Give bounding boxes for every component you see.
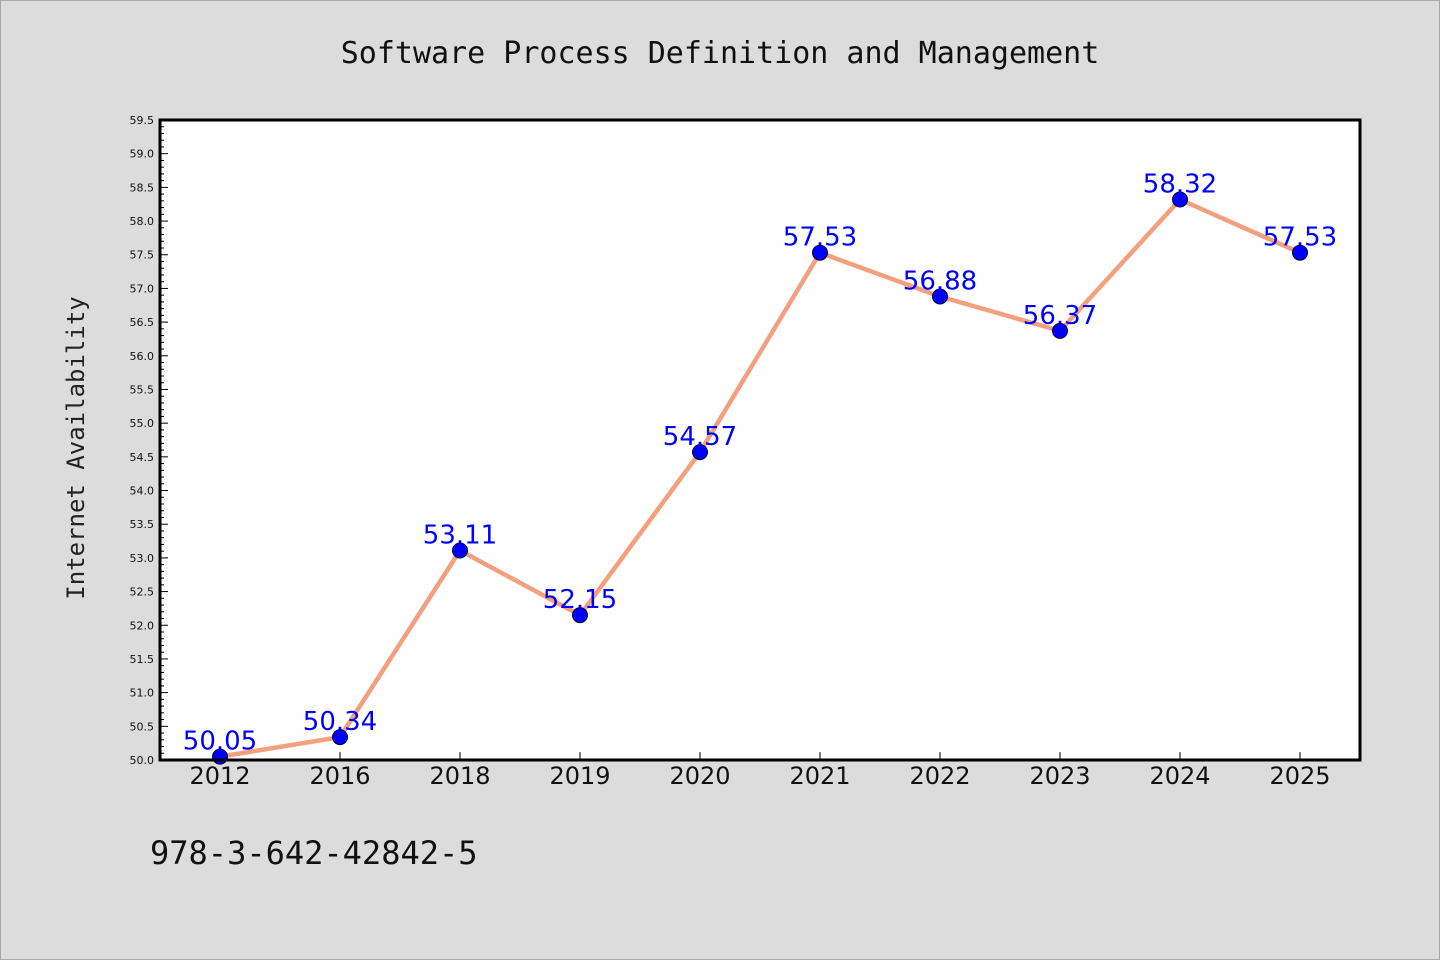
x-tick-label: 2021 — [789, 762, 850, 790]
series-layer — [212, 191, 1308, 765]
y-tick-label: 54.5 — [130, 451, 155, 464]
data-label: 56.37 — [1023, 301, 1097, 331]
data-point — [812, 244, 828, 261]
data-point — [692, 444, 708, 461]
y-tick-label: 50.5 — [130, 720, 155, 733]
data-label: 54.57 — [663, 422, 737, 452]
y-tick-label: 52.5 — [130, 586, 155, 599]
x-tick-label: 2023 — [1029, 762, 1090, 790]
y-tick-label: 58.0 — [130, 215, 155, 228]
chart-title: Software Process Definition and Manageme… — [341, 36, 1100, 71]
data-label: 58.32 — [1143, 169, 1217, 199]
data-point — [1292, 244, 1308, 261]
x-tick-label: 2018 — [429, 762, 490, 790]
x-tick-label: 2020 — [669, 762, 730, 790]
x-tick-label: 2016 — [309, 762, 370, 790]
data-point — [1172, 191, 1188, 208]
y-axis-label: Internet Availability — [62, 296, 90, 599]
y-tick-label: 53.0 — [130, 552, 155, 565]
data-label: 56.88 — [903, 267, 977, 297]
data-labels: 50.05 50.34 53.11 52.15 54.57 57.53 56.88 56.37… — [183, 169, 1337, 756]
data-label: 57.53 — [783, 223, 857, 253]
y-tick-label: 58.5 — [130, 181, 155, 194]
y-tick-label: 51.0 — [130, 687, 155, 700]
x-tick-label: 2019 — [549, 762, 610, 790]
plot-frame — [158, 118, 1362, 762]
series-line — [217, 197, 1303, 759]
y-tick-label: 54.0 — [130, 485, 155, 498]
y-tick-label: 55.5 — [130, 383, 155, 396]
data-point — [332, 729, 348, 746]
data-point — [452, 542, 468, 559]
y-tick-label: 59.5 — [130, 114, 155, 127]
y-tick-label: 57.5 — [130, 249, 155, 262]
y-tick-label: 50.0 — [130, 754, 155, 767]
data-label: 50.34 — [303, 707, 377, 737]
y-tick-label: 51.5 — [130, 653, 155, 666]
data-point — [1052, 322, 1068, 339]
data-point — [572, 607, 588, 624]
x-tick-label: 2025 — [1269, 762, 1330, 790]
footnote-isbn: 978-3-642-42842-5 — [150, 834, 478, 872]
y-tick-label: 56.5 — [130, 316, 155, 329]
data-label: 50.05 — [183, 727, 257, 757]
x-tick-label: 2012 — [189, 762, 250, 790]
data-label: 53.11 — [423, 520, 497, 550]
plot-area — [160, 120, 1360, 760]
data-point — [932, 288, 948, 305]
data-label: 57.53 — [1263, 223, 1337, 253]
y-tick-label: 59.0 — [130, 148, 155, 161]
y-tick-label: 52.0 — [130, 619, 155, 632]
y-tick-label: 57.0 — [130, 282, 155, 295]
x-tick-label: 2024 — [1149, 762, 1210, 790]
x-tick-label: 2022 — [909, 762, 970, 790]
y-tick-label: 53.5 — [130, 518, 155, 531]
y-tick-label: 56.0 — [130, 350, 155, 363]
y-tick-label: 55.0 — [130, 417, 155, 430]
data-label: 52.15 — [543, 585, 617, 615]
y-axis: 50.0 50.5 51.0 51.5 52.0 52.5 53.0 53.5 54.0 54.5… — [130, 114, 168, 767]
